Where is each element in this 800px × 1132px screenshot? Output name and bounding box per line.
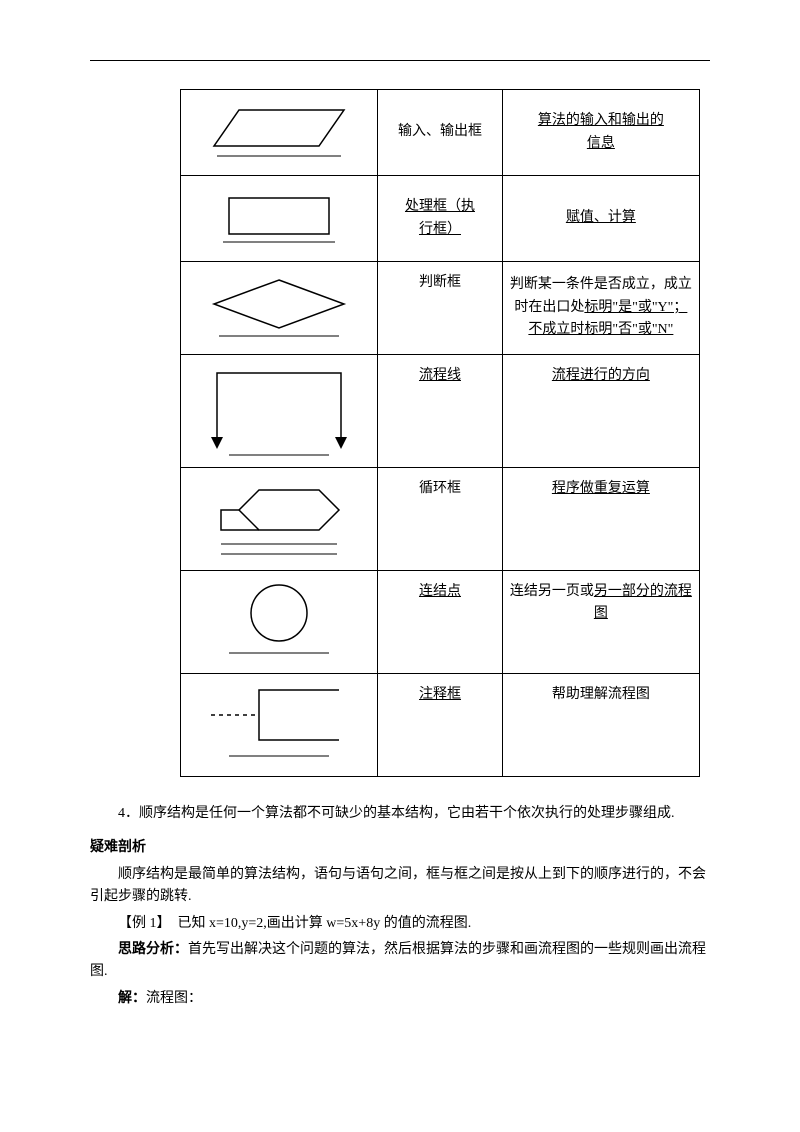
name-cell: 处理框（执 行框） [378,176,503,262]
symbol-name: 连结点 [419,584,461,599]
symbol-name: 流程线 [419,368,461,383]
table-row: 判断框 判断某一条件是否成立，成立时在出口处标明"是"或"Y"；不成立时标明"否… [181,262,700,355]
example-text: 已知 x=10,y=2,画出计算 w=5x+8y 的值的流程图. [178,916,472,931]
name-cell: 流程线 [378,355,503,468]
solution-text: 流程图： [146,991,202,1006]
shape-cell-hexagon [181,468,378,571]
symbol-desc: 赋值、计算 [566,210,636,225]
symbol-name: 注释框 [419,687,461,702]
flowchart-symbols-table: 输入、输出框 算法的输入和输出的 信息 处理框（执 行框） 赋值、计算 [180,89,700,777]
shape-cell-flowlines [181,355,378,468]
section-heading: 疑难剖析 [90,837,710,859]
flowlines-icon [199,361,359,461]
name-cell: 连结点 [378,571,503,674]
diamond-icon [199,268,359,348]
table-row: 注释框 帮助理解流程图 [181,674,700,777]
table-row: 流程线 流程进行的方向 [181,355,700,468]
symbol-desc: 帮助理解流程图 [552,687,650,702]
shape-cell-parallelogram [181,90,378,176]
annotation-icon [199,680,359,770]
table-row: 输入、输出框 算法的输入和输出的 信息 [181,90,700,176]
name-cell: 循环框 [378,468,503,571]
symbol-desc: 流程进行的方向 [552,368,650,383]
shape-cell-annotation [181,674,378,777]
solution-label: 解： [118,991,146,1006]
shape-cell-rectangle [181,176,378,262]
paragraph-solution: 解：流程图： [90,988,710,1010]
shape-cell-diamond [181,262,378,355]
paragraph-analysis: 思路分析：首先写出解决这个问题的算法，然后根据算法的步骤和画流程图的一些规则画出… [90,939,710,984]
shape-cell-circle [181,571,378,674]
hexagon-loop-icon [199,474,359,564]
symbol-desc: 连结另一页或 [510,584,594,599]
symbol-desc: 另一部分的流程图 [594,584,692,621]
paragraph-example: 【例 1】 已知 x=10,y=2,画出计算 w=5x+8y 的值的流程图. [90,913,710,935]
desc-cell: 赋值、计算 [502,176,699,262]
desc-cell: 连结另一页或另一部分的流程图 [502,571,699,674]
table-row: 连结点 连结另一页或另一部分的流程图 [181,571,700,674]
desc-cell: 程序做重复运算 [502,468,699,571]
paragraph-intro: 顺序结构是最简单的算法结构，语句与语句之间，框与框之间是按从上到下的顺序进行的，… [90,864,710,909]
body-text: 4．顺序结构是任何一个算法都不可缺少的基本结构，它由若干个依次执行的处理步骤组成… [90,803,710,1010]
name-cell: 判断框 [378,262,503,355]
symbol-name: 行框） [419,222,461,237]
header-rule [90,60,710,61]
symbol-desc: 信息 [587,136,615,151]
parallelogram-icon [199,98,359,168]
symbol-name: 判断框 [419,275,461,290]
name-cell: 输入、输出框 [378,90,503,176]
symbol-name: 输入、输出框 [398,124,482,139]
desc-cell: 帮助理解流程图 [502,674,699,777]
name-cell: 注释框 [378,674,503,777]
analysis-label: 思路分析： [118,942,188,957]
desc-cell: 算法的输入和输出的 信息 [502,90,699,176]
table-row: 循环框 程序做重复运算 [181,468,700,571]
rectangle-icon [199,184,359,254]
paragraph-4: 4．顺序结构是任何一个算法都不可缺少的基本结构，它由若干个依次执行的处理步骤组成… [90,803,710,825]
symbol-name: 处理框（执 [405,199,475,214]
symbol-desc: 程序做重复运算 [552,481,650,496]
desc-cell: 判断某一条件是否成立，成立时在出口处标明"是"或"Y"；不成立时标明"否"或"N… [502,262,699,355]
desc-cell: 流程进行的方向 [502,355,699,468]
symbol-desc: 算法的输入和输出的 [538,113,664,128]
example-label: 【例 1】 [118,916,164,931]
table-row: 处理框（执 行框） 赋值、计算 [181,176,700,262]
symbol-name: 循环框 [419,481,461,496]
circle-icon [199,577,359,667]
